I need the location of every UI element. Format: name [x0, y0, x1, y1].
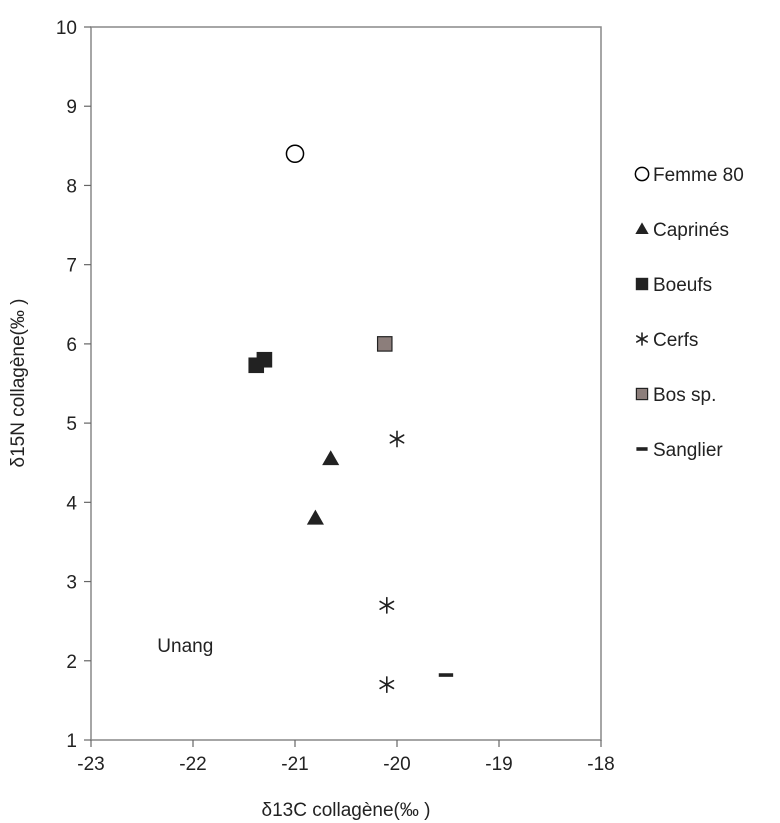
data-point [256, 351, 273, 368]
data-point [322, 450, 340, 466]
data-point [379, 676, 395, 693]
y-tick-label: 1 [66, 731, 77, 752]
data-point [438, 673, 454, 677]
y-tick-label: 8 [66, 176, 77, 197]
data-point [379, 596, 395, 614]
legend-marker [636, 447, 648, 451]
x-tick-label: -23 [77, 754, 104, 775]
legend-marker [635, 277, 649, 291]
x-tick-label: -19 [485, 754, 512, 775]
y-axis-title: δ15N collagène(‰ ) [8, 299, 29, 468]
y-tick-label: 5 [66, 414, 77, 435]
data-point [285, 144, 305, 164]
legend-label: Cerfs [653, 330, 698, 351]
y-tick-label: 3 [66, 573, 77, 594]
y-tick-label: 4 [66, 493, 77, 514]
annotation-label: Unang [157, 636, 213, 657]
legend-label: Sanglier [653, 440, 723, 461]
data-point [306, 509, 324, 525]
legend-label: Caprinés [653, 220, 729, 241]
legend-label: Bos sp. [653, 385, 716, 406]
x-axis-title: δ13C collagène(‰ ) [262, 800, 431, 821]
y-tick-label: 2 [66, 652, 77, 673]
x-tick-label: -20 [383, 754, 410, 775]
legend-label: Boeufs [653, 275, 712, 296]
legend-marker [635, 387, 649, 401]
y-tick-label: 7 [66, 256, 77, 277]
y-tick-label: 9 [66, 97, 77, 118]
legend-marker [636, 332, 648, 346]
y-tick-label: 6 [66, 335, 77, 356]
legend-marker [635, 222, 649, 234]
plot-area [90, 26, 602, 741]
data-point [389, 430, 405, 448]
x-tick-label: -21 [281, 754, 308, 775]
y-tick-label: 10 [56, 18, 77, 39]
data-point [376, 336, 393, 352]
x-tick-label: -22 [179, 754, 206, 775]
legend-label: Femme 80 [653, 165, 744, 186]
x-tick-label: -18 [587, 754, 614, 775]
legend-marker [634, 166, 650, 182]
